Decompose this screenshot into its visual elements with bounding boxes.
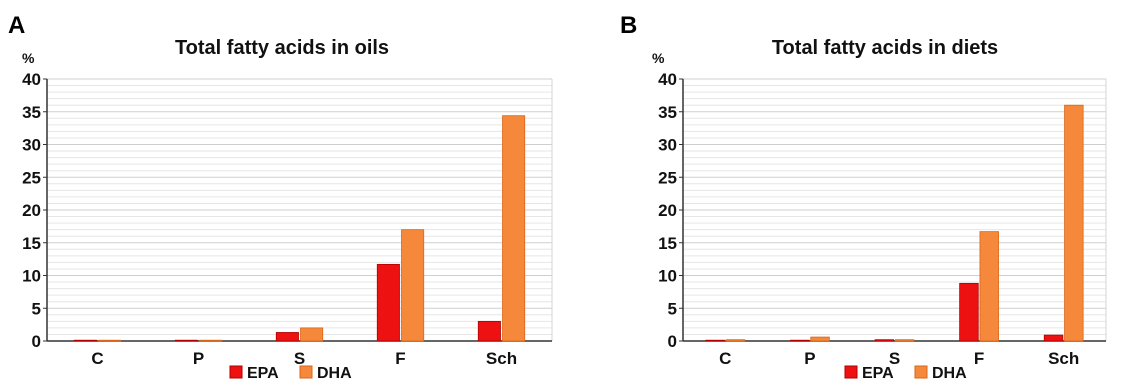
bar-epa-s xyxy=(275,332,299,342)
bar-dha-c xyxy=(725,339,746,342)
bar-epa-sch xyxy=(477,320,501,342)
y-tick-labels: 0 5 10 15 20 25 30 35 40 xyxy=(22,70,41,351)
y-tick-label: 15 xyxy=(22,234,41,253)
x-tick-labels: C P S F Sch xyxy=(719,349,1079,368)
bar-epa-f xyxy=(376,263,400,342)
bar-dha-s xyxy=(894,339,915,342)
y-tick-label: 5 xyxy=(32,299,41,318)
x-tick-label: Sch xyxy=(486,349,517,368)
y-tick-label: 25 xyxy=(658,168,677,187)
x-tick-label: S xyxy=(889,349,900,368)
legend: EPA DHA xyxy=(229,365,352,382)
panel-b: B Total fatty acids in diets % 0 5 10 15 20 2… xyxy=(620,12,1107,382)
bar-epa-s xyxy=(874,339,895,342)
x-tick-label: P xyxy=(804,349,815,368)
chart-title: Total fatty acids in oils xyxy=(175,37,389,59)
bar-dha-f xyxy=(401,229,425,342)
bar-epa-p xyxy=(174,339,198,342)
panel-label: A xyxy=(8,12,25,39)
legend-swatch-epa xyxy=(229,365,243,379)
bar-dha-p xyxy=(810,336,830,342)
bar-dha-p xyxy=(199,339,223,342)
y-tick-label: 15 xyxy=(658,234,677,253)
y-tick-label: 40 xyxy=(658,70,677,89)
y-tick-label: 35 xyxy=(658,103,677,122)
panel-label: B xyxy=(620,12,637,39)
bars xyxy=(73,115,526,342)
y-unit-label: % xyxy=(22,50,35,66)
y-tick-label: 30 xyxy=(22,136,41,155)
y-unit-label: % xyxy=(652,50,665,66)
bar-epa-c xyxy=(73,339,97,342)
x-tick-label: F xyxy=(395,349,405,368)
bar-dha-sch xyxy=(1064,104,1084,342)
y-tick-label: 25 xyxy=(22,168,41,187)
bar-epa-c xyxy=(705,339,725,342)
legend-label-dha: DHA xyxy=(317,365,352,382)
legend: EPA DHA xyxy=(844,365,967,382)
bar-dha-f xyxy=(979,231,999,342)
bar-dha-sch xyxy=(502,115,526,342)
bar-epa-sch xyxy=(1043,334,1064,342)
bar-dha-c xyxy=(98,339,122,342)
legend-swatch-dha xyxy=(299,365,313,379)
x-tick-label: C xyxy=(719,349,731,368)
y-tick-label: 5 xyxy=(668,299,677,318)
legend-label-dha: DHA xyxy=(932,365,967,382)
axes xyxy=(679,78,1106,342)
chart-title: Total fatty acids in diets xyxy=(772,37,998,59)
legend-swatch-dha xyxy=(914,365,928,379)
x-tick-label: Sch xyxy=(1048,349,1079,368)
y-tick-labels: 0 5 10 15 20 25 30 35 40 xyxy=(658,70,677,351)
y-tick-label: 10 xyxy=(22,267,41,286)
y-tick-label: 0 xyxy=(668,332,677,351)
y-tick-label: 35 xyxy=(22,103,41,122)
x-tick-label: C xyxy=(91,349,103,368)
legend-label-epa: EPA xyxy=(862,365,894,382)
y-tick-label: 0 xyxy=(32,332,41,351)
y-tick-label: 20 xyxy=(658,201,677,220)
gridlines xyxy=(47,78,553,341)
x-tick-label: P xyxy=(193,349,204,368)
bar-dha-s xyxy=(300,327,324,342)
y-tick-label: 10 xyxy=(658,267,677,286)
axes xyxy=(43,78,552,342)
x-tick-label: S xyxy=(294,349,305,368)
y-tick-label: 20 xyxy=(22,201,41,220)
y-tick-label: 40 xyxy=(22,70,41,89)
gridlines xyxy=(683,78,1107,341)
bar-epa-p xyxy=(790,339,810,342)
x-tick-label: F xyxy=(974,349,984,368)
bars xyxy=(705,104,1084,342)
legend-swatch-epa xyxy=(844,365,858,379)
y-tick-label: 30 xyxy=(658,136,677,155)
bar-epa-f xyxy=(959,282,979,342)
panel-a: A Total fatty acids in oils % 0 5 10 15 20 25… xyxy=(8,12,553,382)
x-tick-labels: C P S F Sch xyxy=(91,349,517,368)
legend-label-epa: EPA xyxy=(247,365,279,382)
